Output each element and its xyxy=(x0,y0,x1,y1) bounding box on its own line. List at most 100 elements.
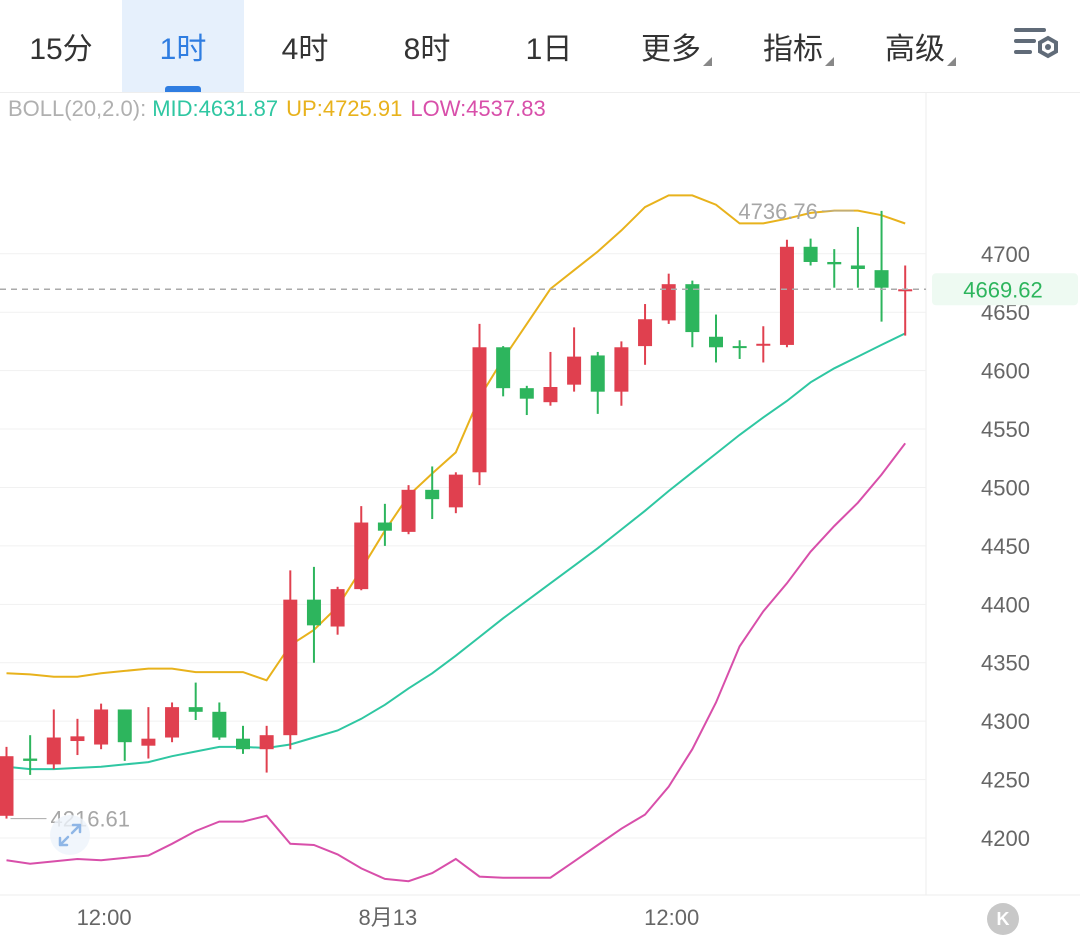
candle-body xyxy=(472,347,487,473)
y-tick-label: 4550 xyxy=(981,417,1030,442)
candle-body xyxy=(306,599,321,626)
candle xyxy=(519,385,534,416)
dropdown-triangle-icon xyxy=(947,57,956,66)
candle xyxy=(188,682,203,720)
x-tick-label: 12:00 xyxy=(644,905,699,930)
candle xyxy=(803,238,818,266)
back-button-label: K xyxy=(996,908,1010,929)
candle-body xyxy=(425,489,440,500)
candle xyxy=(709,314,723,363)
candle xyxy=(448,472,463,514)
chart-settings-icon[interactable] xyxy=(1012,22,1062,68)
boll-mid-line xyxy=(6,332,906,771)
candle xyxy=(401,485,416,535)
dropdown-triangle-icon xyxy=(703,57,712,66)
candle-body xyxy=(567,356,582,385)
boll-low-value: LOW:4537.83 xyxy=(410,96,546,121)
tab-label: 8时 xyxy=(403,33,451,66)
candle-body xyxy=(709,336,723,348)
tab-15m[interactable]: 15分 xyxy=(0,0,122,92)
candle-body xyxy=(141,738,156,746)
candle-body xyxy=(354,522,369,590)
y-tick-label: 4600 xyxy=(981,359,1030,384)
timeframe-tabbar: 15分 1时 4时 8时 1日 更多 指标 高级 xyxy=(0,0,1080,93)
candle-body xyxy=(330,589,345,627)
candle-body xyxy=(46,737,61,765)
expand-chart-icon[interactable] xyxy=(50,815,90,855)
candle-body xyxy=(543,386,558,403)
candle-body xyxy=(212,711,227,738)
dropdown-triangle-icon xyxy=(825,57,834,66)
tab-1h[interactable]: 1时 xyxy=(122,0,244,92)
tab-label: 15分 xyxy=(29,33,93,66)
candlestick-chart[interactable]: 4200425043004350440044504500455046004650… xyxy=(0,92,1080,943)
boll-upper-line xyxy=(6,194,906,682)
candle-body xyxy=(0,756,14,816)
candle xyxy=(94,703,109,750)
candle-body xyxy=(874,270,889,288)
expand-icon-bg xyxy=(50,815,90,855)
candle xyxy=(543,351,558,406)
candle xyxy=(638,304,653,365)
candle-body xyxy=(803,246,818,262)
tab-indicators[interactable]: 指标 xyxy=(732,0,854,92)
tab-label: 4时 xyxy=(281,33,329,66)
candle-body xyxy=(898,289,913,292)
candle-body xyxy=(401,489,416,532)
candle xyxy=(46,709,61,770)
y-tick-label: 4300 xyxy=(981,709,1030,734)
candle-body xyxy=(70,736,85,742)
candle xyxy=(141,707,156,759)
candle xyxy=(779,239,794,348)
candle xyxy=(874,210,889,322)
candle-body xyxy=(259,735,274,750)
candle xyxy=(236,725,250,754)
candle xyxy=(0,746,14,819)
tab-4h[interactable]: 4时 xyxy=(244,0,366,92)
candle xyxy=(330,586,345,635)
tab-8h[interactable]: 8时 xyxy=(366,0,488,92)
tab-advanced[interactable]: 高级 xyxy=(854,0,976,92)
boll-indicator-legend: BOLL(20,2.0): MID:4631.87 UP:4725.91 LOW:45… xyxy=(8,96,546,122)
candle-body xyxy=(496,347,511,389)
candle xyxy=(898,265,913,336)
candle xyxy=(283,570,298,750)
candle-body xyxy=(661,284,676,321)
boll-lower-line xyxy=(6,442,906,883)
candle xyxy=(212,702,227,740)
candle xyxy=(496,346,511,397)
back-to-latest-button[interactable]: K xyxy=(987,903,1019,935)
tab-label: 指标 xyxy=(763,33,823,66)
candle-body xyxy=(638,319,653,347)
candle-body xyxy=(685,284,700,333)
candle-body xyxy=(519,388,534,399)
candle xyxy=(567,327,582,392)
candle xyxy=(425,466,440,520)
y-tick-label: 4250 xyxy=(981,768,1030,793)
tab-more[interactable]: 更多 xyxy=(610,0,732,92)
x-tick-label: 12:00 xyxy=(77,905,132,930)
candle-body xyxy=(117,709,132,743)
candle-body xyxy=(94,709,109,745)
candle-body xyxy=(827,261,842,265)
boll-up-value: UP:4725.91 xyxy=(286,96,403,121)
y-tick-label: 4450 xyxy=(981,534,1030,559)
candle-body xyxy=(236,738,250,750)
candle-body xyxy=(283,599,298,736)
candle-body xyxy=(188,707,203,712)
candle xyxy=(614,341,629,406)
tab-label: 1时 xyxy=(159,33,207,66)
candle-body xyxy=(850,265,865,269)
candle xyxy=(117,709,132,761)
candle-body xyxy=(756,343,771,346)
tab-1d[interactable]: 1日 xyxy=(488,0,610,92)
candle xyxy=(732,340,747,359)
candle xyxy=(661,273,676,324)
candle-body xyxy=(732,346,747,349)
candle-body xyxy=(377,522,392,531)
candle xyxy=(70,718,85,756)
candle xyxy=(685,280,700,348)
candle xyxy=(23,735,38,775)
candle-body xyxy=(448,474,463,508)
tab-label: 更多 xyxy=(641,33,701,66)
